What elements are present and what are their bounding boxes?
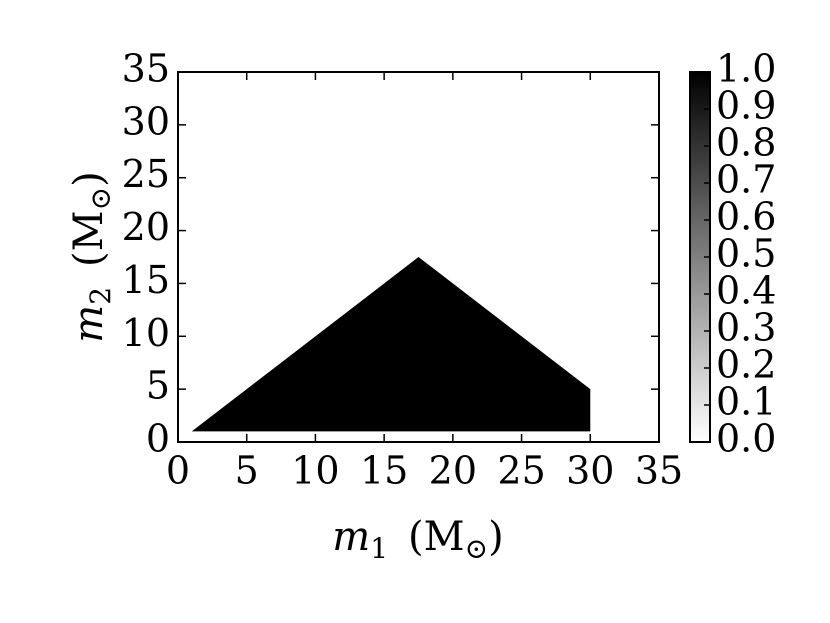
y-tick-label: 30: [122, 99, 170, 143]
y-tick-label: 5: [146, 364, 170, 408]
colorbar-tick-label: 0.3: [716, 306, 776, 350]
colorbar-tick-label: 0.5: [716, 232, 776, 276]
plot-frame: [177, 71, 660, 443]
y-axis-label: m2(M⊙): [66, 171, 117, 342]
colorbar-tick-label: 1.0: [716, 47, 776, 91]
colorbar-tick-label: 0.8: [716, 121, 776, 165]
y-tick-label: 25: [122, 152, 170, 196]
x-tick-label: 20: [429, 449, 477, 493]
x-axis-label: m1 (M⊙): [332, 514, 503, 565]
y-tick-label: 0: [146, 417, 170, 461]
colorbar-tick-label: 0.6: [716, 195, 776, 239]
y-tick-label: 15: [122, 258, 170, 302]
colorbar-tick-label: 0.1: [716, 380, 776, 424]
colorbar-tick-label: 0.4: [716, 269, 776, 313]
y-tick-label: 20: [122, 205, 170, 249]
colorbar-tick-label: 0.7: [716, 158, 776, 202]
x-tick-label: 35: [635, 449, 683, 493]
filled-region: [191, 257, 591, 432]
colorbar-tick-label: 0.0: [716, 417, 776, 461]
x-tick-label: 10: [291, 449, 339, 493]
x-tick-label: 15: [360, 449, 408, 493]
x-tick-label: 5: [235, 449, 259, 493]
y-tick-label: 35: [122, 47, 170, 91]
x-tick-label: 30: [566, 449, 614, 493]
colorbar-tick-label: 0.9: [716, 84, 776, 128]
x-tick-label: 25: [497, 449, 545, 493]
x-tick-label: 0: [166, 449, 190, 493]
colorbar-tick-label: 0.2: [716, 343, 776, 387]
y-tick-label: 10: [122, 311, 170, 355]
